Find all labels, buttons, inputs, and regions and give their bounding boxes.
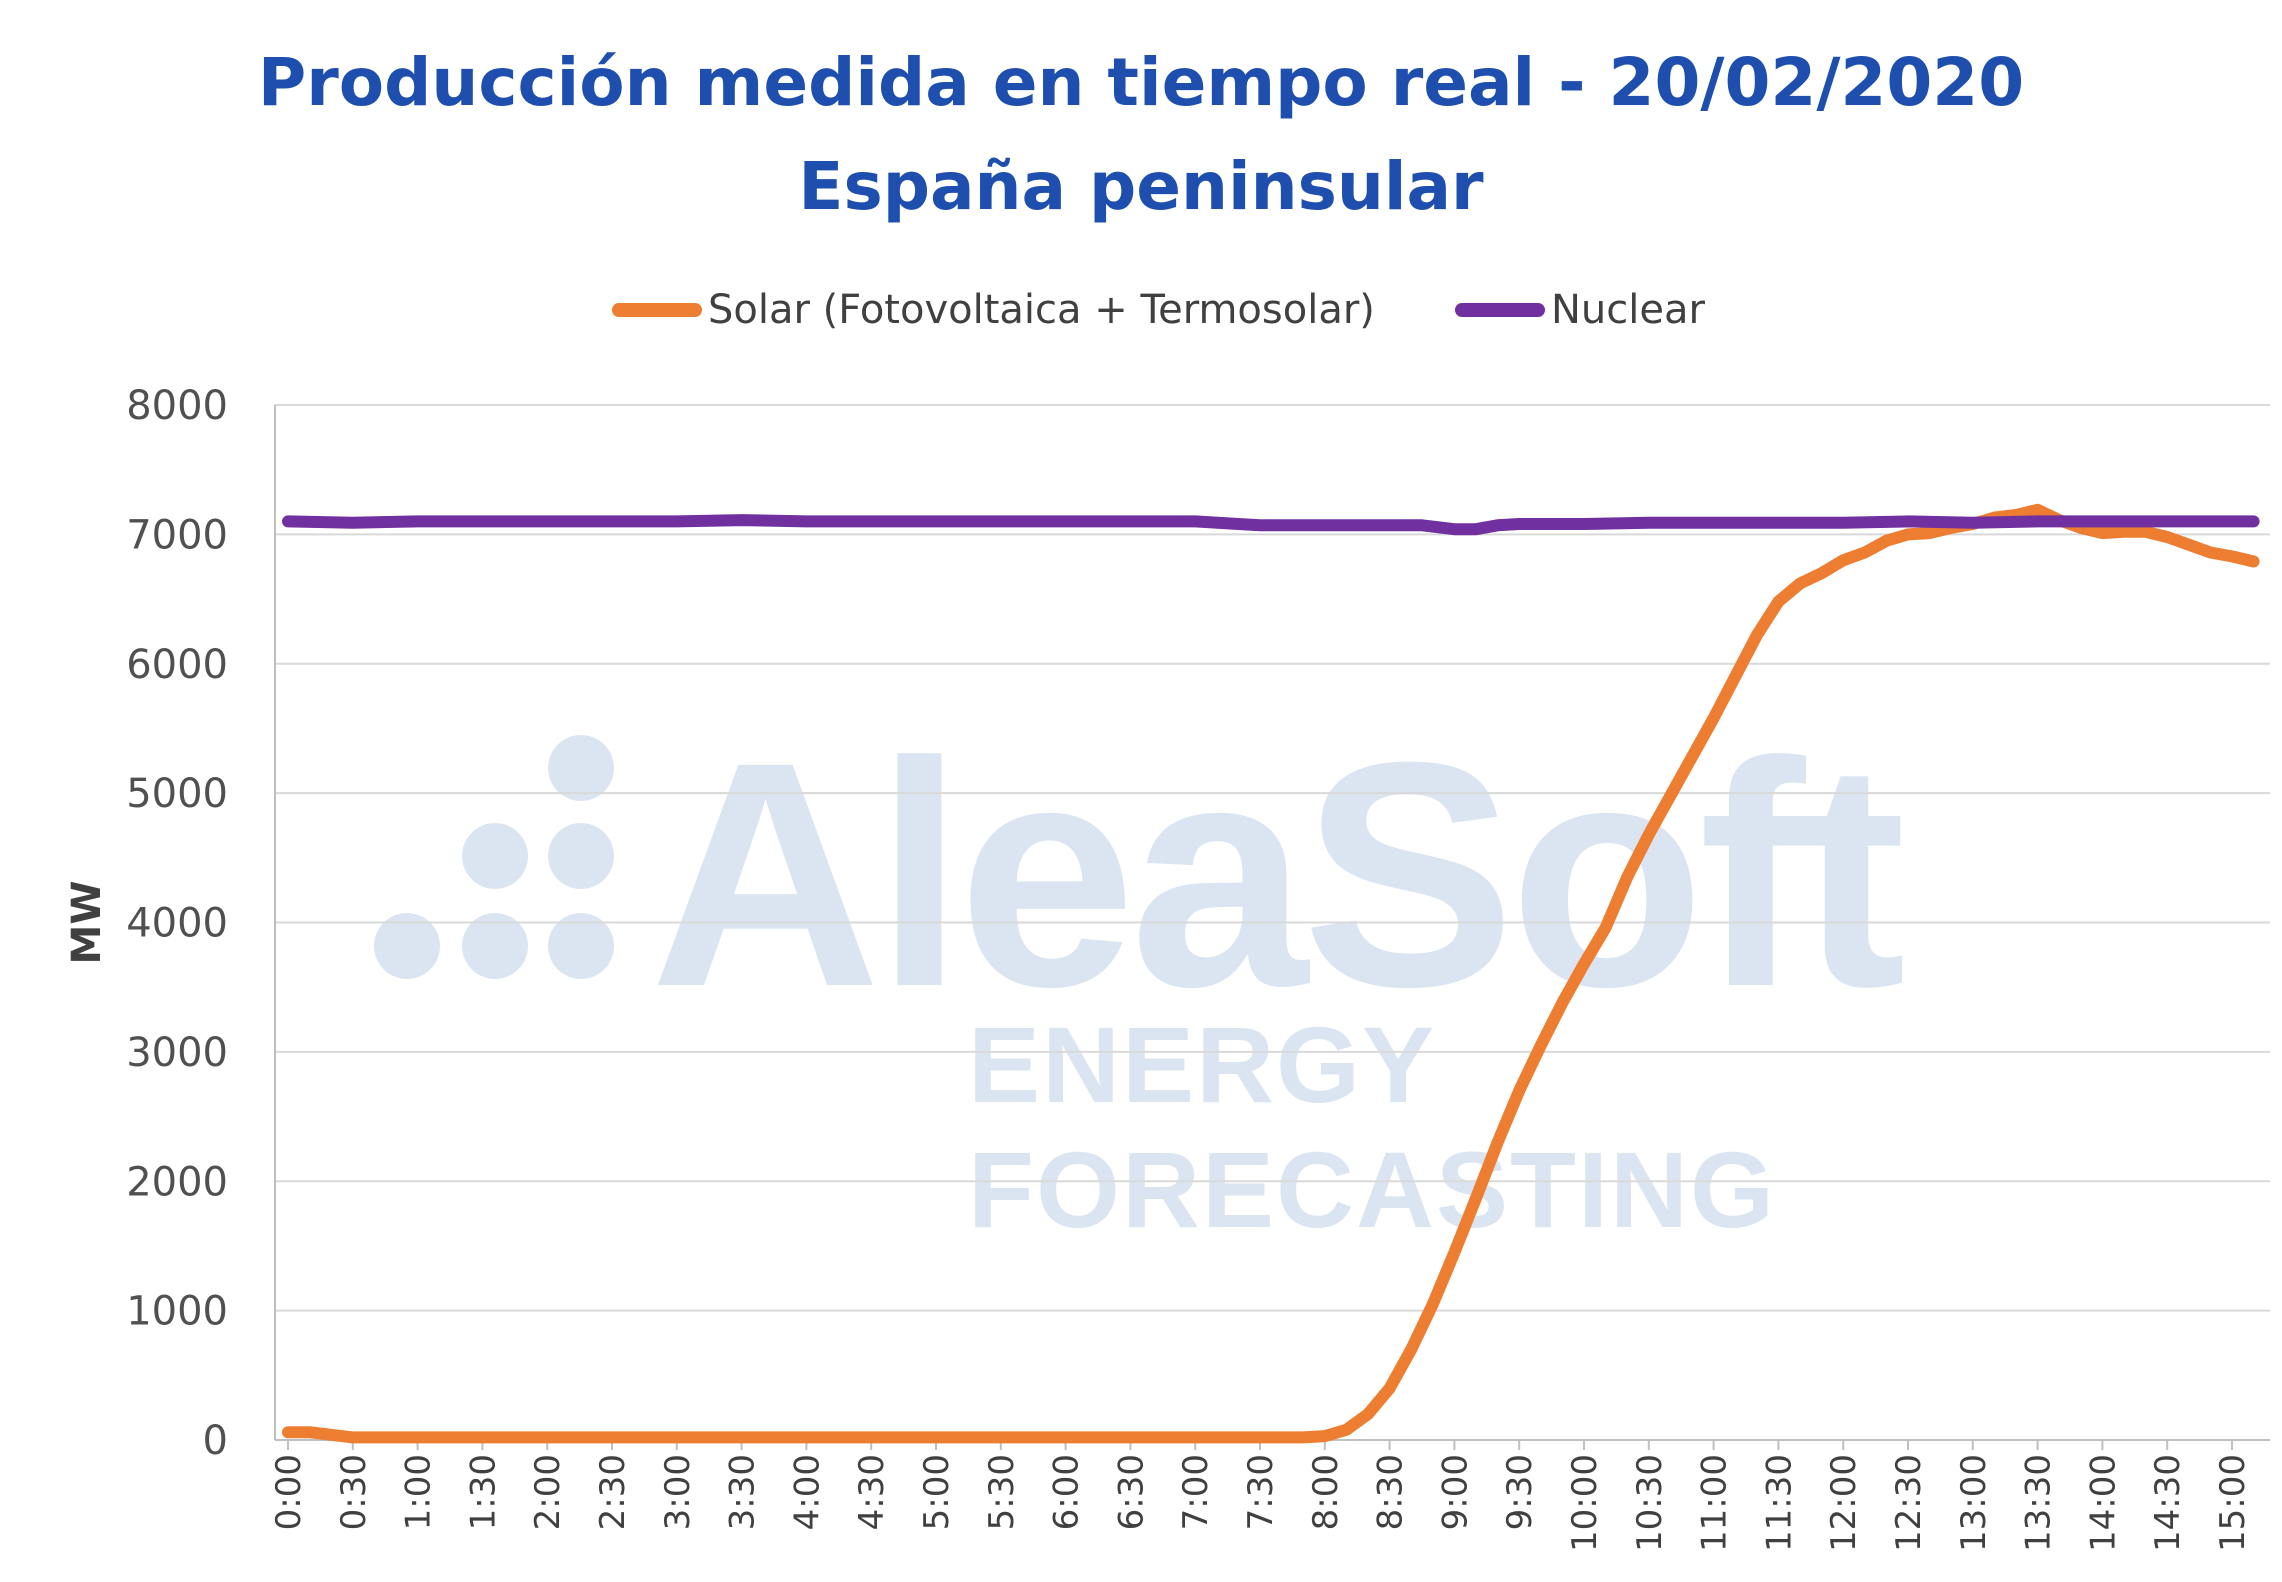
y-tick-label: 4000 (126, 901, 228, 947)
legend-item-solar: Solar (Fotovoltaica + Termosolar) (612, 282, 1375, 338)
y-tick-label: 2000 (126, 1159, 228, 1205)
chart-title: Producción medida en tiempo real - 20/02… (257, 44, 2025, 121)
y-tick-label: 8000 (126, 383, 228, 429)
legend-label-nuclear: Nuclear (1551, 287, 1705, 333)
x-tick-label: 7:00 (1176, 1454, 1216, 1530)
x-tick-label: 0:00 (269, 1454, 309, 1530)
x-tick-label: 9:30 (1500, 1454, 1540, 1530)
x-tick-label: 14:30 (2148, 1454, 2188, 1552)
y-axis-label: MW (64, 881, 110, 965)
legend-label-solar: Solar (Fotovoltaica + Termosolar) (708, 287, 1375, 333)
legend-swatch-solar (612, 303, 702, 317)
y-tick-label: 7000 (126, 512, 228, 558)
x-tick-label: 8:00 (1306, 1454, 1346, 1530)
x-tick-label: 7:30 (1241, 1454, 1281, 1530)
x-tick-label: 6:30 (1111, 1454, 1151, 1530)
chart-subtitle: España peninsular (798, 148, 1484, 225)
x-tick-label: 3:00 (658, 1454, 698, 1530)
x-tick-label: 5:00 (917, 1454, 957, 1530)
x-tick-label: 5:30 (982, 1454, 1022, 1530)
x-tick-label: 2:00 (528, 1454, 568, 1530)
x-tick-label: 6:00 (1047, 1454, 1087, 1530)
y-tick-label: 0 (203, 1418, 228, 1464)
x-tick-label: 14:00 (2083, 1454, 2123, 1552)
series-line-nuclear (282, 514, 2260, 536)
x-tick-label: 12:00 (1824, 1454, 1864, 1552)
x-tick-label: 1:30 (463, 1454, 503, 1530)
x-tick-label: 10:00 (1565, 1454, 1605, 1552)
x-tick-label: 9:00 (1435, 1454, 1475, 1530)
x-tick-label: 10:30 (1630, 1454, 1670, 1552)
x-tick-label: 4:00 (787, 1454, 827, 1530)
x-tick-label: 15:00 (2213, 1454, 2253, 1552)
legend-item-nuclear: Nuclear (1455, 282, 1705, 338)
y-tick-label: 3000 (126, 1030, 228, 1076)
x-tick-label: 8:30 (1371, 1454, 1411, 1530)
x-tick-label: 11:30 (1759, 1454, 1799, 1552)
x-tick-label: 13:30 (2019, 1454, 2059, 1552)
legend: Solar (Fotovoltaica + Termosolar) Nuclea… (0, 282, 2282, 338)
x-tick-label: 0:30 (334, 1454, 374, 1530)
x-tick-label: 4:30 (852, 1454, 892, 1530)
x-tick-label: 13:00 (1954, 1454, 1994, 1552)
y-tick-label: 5000 (126, 771, 228, 817)
x-tick-label: 2:30 (593, 1454, 633, 1530)
x-tick-label: 11:00 (1695, 1454, 1735, 1552)
y-tick-label: 6000 (126, 642, 228, 688)
x-tick-label: 12:30 (1889, 1454, 1929, 1552)
series-line-solar (282, 503, 2260, 1444)
legend-swatch-nuclear (1455, 303, 1545, 317)
y-tick-label: 1000 (126, 1289, 228, 1335)
x-tick-label: 1:00 (399, 1454, 439, 1530)
x-tick-label: 3:30 (723, 1454, 763, 1530)
